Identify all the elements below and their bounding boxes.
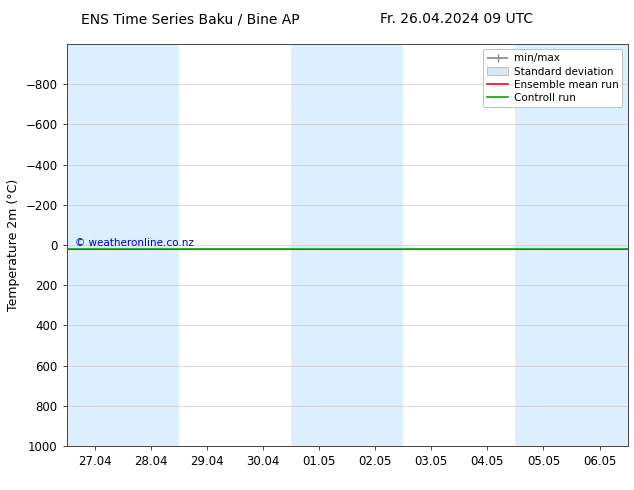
Bar <box>571 44 628 446</box>
Bar <box>347 44 403 446</box>
Text: © weatheronline.co.nz: © weatheronline.co.nz <box>75 238 194 248</box>
Y-axis label: Temperature 2m (°C): Temperature 2m (°C) <box>7 179 20 311</box>
Bar <box>291 44 347 446</box>
Legend: min/max, Standard deviation, Ensemble mean run, Controll run: min/max, Standard deviation, Ensemble me… <box>483 49 623 107</box>
Bar <box>122 44 179 446</box>
Bar <box>515 44 571 446</box>
Text: Fr. 26.04.2024 09 UTC: Fr. 26.04.2024 09 UTC <box>380 12 533 26</box>
Bar <box>67 44 122 446</box>
Text: ENS Time Series Baku / Bine AP: ENS Time Series Baku / Bine AP <box>81 12 299 26</box>
